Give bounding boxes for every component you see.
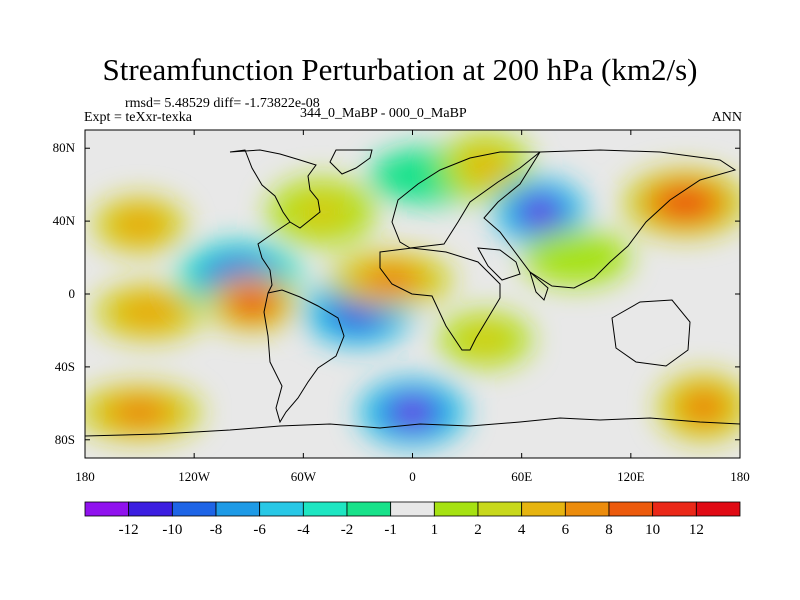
chart-title: Streamfunction Perturbation at 200 hPa (… xyxy=(102,52,698,87)
streamfunction-field xyxy=(85,132,740,447)
colorbar-label: -4 xyxy=(297,522,310,538)
coastline-antarctica xyxy=(85,417,740,437)
field-feature xyxy=(439,311,532,368)
coastline-asia xyxy=(483,149,737,289)
field-feature xyxy=(358,378,467,447)
field-contour xyxy=(124,405,155,420)
colorbar-swatch xyxy=(302,501,348,517)
experiment-label: Expt = teXxr-texka xyxy=(84,110,192,125)
colorbar-label: -8 xyxy=(210,522,223,538)
stats-label: rmsd= 5.48529 diff= -1.73822e-08 xyxy=(125,96,320,111)
field-contour xyxy=(474,158,497,175)
colorbar-swatch xyxy=(84,501,130,517)
y-tick-label: 0 xyxy=(69,286,76,301)
colorbar-swatch xyxy=(433,501,479,517)
colorbar-label: -6 xyxy=(253,522,266,538)
field-feature xyxy=(93,196,186,253)
field-contour xyxy=(241,296,264,310)
x-tick-label: 180 xyxy=(730,469,750,484)
field-feature xyxy=(94,284,203,341)
colorbar-label: 4 xyxy=(518,522,526,538)
season-label: ANN xyxy=(711,110,742,125)
field-feature xyxy=(206,275,299,332)
x-tick-label: 60W xyxy=(291,469,317,484)
field-feature xyxy=(657,372,740,441)
field-contour xyxy=(135,305,162,319)
colorbar-swatch xyxy=(564,501,610,517)
y-tick-label: 40N xyxy=(53,213,76,228)
coastline-europe xyxy=(391,151,542,249)
colorbar-label: 6 xyxy=(562,522,570,538)
y-tick-label: 40S xyxy=(55,359,75,374)
colorbar-swatch xyxy=(171,501,217,517)
colorbar: -12 -10 -8 -6 -4 -2 -1 1 2 4 6 8 10 12 xyxy=(84,501,741,538)
field-contour xyxy=(528,203,551,221)
colorbar-swatch xyxy=(695,501,741,517)
colorbar-label: 12 xyxy=(689,522,704,538)
comparison-label: 344_0_MaBP - 000_0_MaBP xyxy=(300,106,467,121)
colorbar-swatch xyxy=(346,501,392,517)
colorbar-swatch xyxy=(608,501,654,517)
field-feature xyxy=(623,168,740,237)
field-contour xyxy=(399,404,426,421)
x-tick-label: 120W xyxy=(178,469,211,484)
colorbar-swatch xyxy=(652,501,697,517)
colorbar-label: 1 xyxy=(431,522,439,538)
field-contour xyxy=(344,304,371,321)
field-contour xyxy=(670,194,701,212)
field-contour xyxy=(375,272,406,287)
coastline-arabia xyxy=(477,247,521,281)
coastline-africa xyxy=(379,247,501,351)
colorbar-label: -10 xyxy=(162,522,182,538)
field-contour xyxy=(128,218,151,232)
field-contour xyxy=(692,398,715,416)
colorbar-label: 8 xyxy=(605,522,613,538)
colorbar-swatch xyxy=(128,501,173,517)
coastlines xyxy=(85,149,740,437)
coastline-north-america xyxy=(229,149,321,229)
x-tick-label: 180 xyxy=(75,469,95,484)
coastline-central-america xyxy=(257,221,291,294)
coastline-australia xyxy=(611,299,691,367)
coastline-south-america xyxy=(263,289,345,424)
field-contour xyxy=(563,250,590,265)
colorbar-label: 2 xyxy=(474,522,482,538)
colorbar-swatch xyxy=(215,501,261,517)
colorbar-label: 10 xyxy=(645,522,660,538)
x-tick-label: 60E xyxy=(511,469,532,484)
colorbar-label: -1 xyxy=(384,522,397,538)
colorbar-swatch xyxy=(477,501,523,517)
colorbar-label: -12 xyxy=(119,522,139,538)
y-tick-label: 80S xyxy=(55,432,75,447)
y-tick-label: 80N xyxy=(53,140,76,155)
coastline-india xyxy=(529,270,549,301)
field-feature xyxy=(267,178,376,246)
field-feature xyxy=(522,229,631,286)
x-tick-label: 0 xyxy=(409,469,416,484)
field-feature xyxy=(85,384,202,441)
y-axis: 80N 40N 0 40S 80S xyxy=(53,140,740,447)
coastline-greenland xyxy=(329,149,373,175)
x-axis: 180 120W 60W 0 60E 120E 180 xyxy=(75,130,750,484)
x-tick-label: 120E xyxy=(617,469,645,484)
colorbar-swatch xyxy=(390,501,435,517)
field-feature xyxy=(493,178,586,246)
colorbar-label: -2 xyxy=(341,522,354,538)
field-feature xyxy=(439,132,532,201)
field-contour xyxy=(474,332,497,347)
colorbar-swatch xyxy=(259,501,304,517)
colorbar-swatch xyxy=(521,501,566,517)
field-feature xyxy=(328,251,453,308)
